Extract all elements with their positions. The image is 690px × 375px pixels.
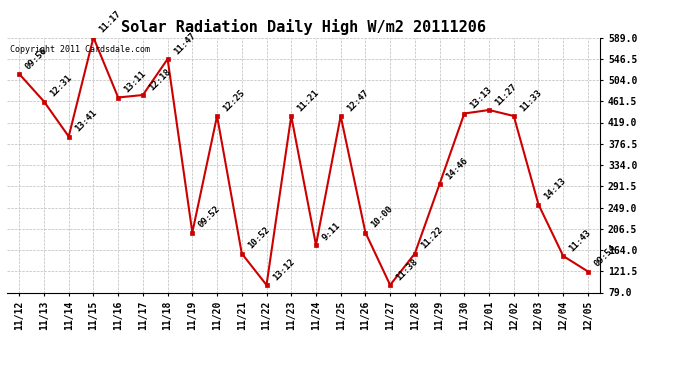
Text: 12:47: 12:47 [345, 88, 371, 113]
Text: 09:54: 09:54 [592, 243, 618, 269]
Text: 13:11: 13:11 [122, 69, 148, 95]
Text: 11:38: 11:38 [394, 257, 420, 282]
Text: 13:13: 13:13 [469, 86, 494, 111]
Text: 14:13: 14:13 [542, 176, 568, 202]
Text: 13:12: 13:12 [270, 257, 296, 282]
Text: 12:31: 12:31 [48, 74, 74, 99]
Text: 13:41: 13:41 [73, 108, 98, 134]
Text: 11:21: 11:21 [295, 88, 321, 113]
Text: 10:00: 10:00 [370, 204, 395, 230]
Text: 11:17: 11:17 [97, 9, 123, 35]
Text: 14:46: 14:46 [444, 156, 469, 181]
Text: Copyright 2011 Cardsdale.com: Copyright 2011 Cardsdale.com [10, 45, 150, 54]
Text: 11:47: 11:47 [172, 31, 197, 56]
Text: 11:43: 11:43 [567, 228, 593, 253]
Text: 11:27: 11:27 [493, 82, 519, 107]
Text: 10:52: 10:52 [246, 225, 271, 251]
Text: 11:33: 11:33 [518, 88, 543, 113]
Title: Solar Radiation Daily High W/m2 20111206: Solar Radiation Daily High W/m2 20111206 [121, 19, 486, 35]
Text: 12:25: 12:25 [221, 88, 246, 113]
Text: 09:52: 09:52 [197, 204, 222, 230]
Text: 9:11: 9:11 [320, 220, 342, 242]
Text: 11:22: 11:22 [419, 225, 444, 251]
Text: 09:56: 09:56 [23, 46, 49, 71]
Text: 12:18: 12:18 [147, 67, 172, 92]
